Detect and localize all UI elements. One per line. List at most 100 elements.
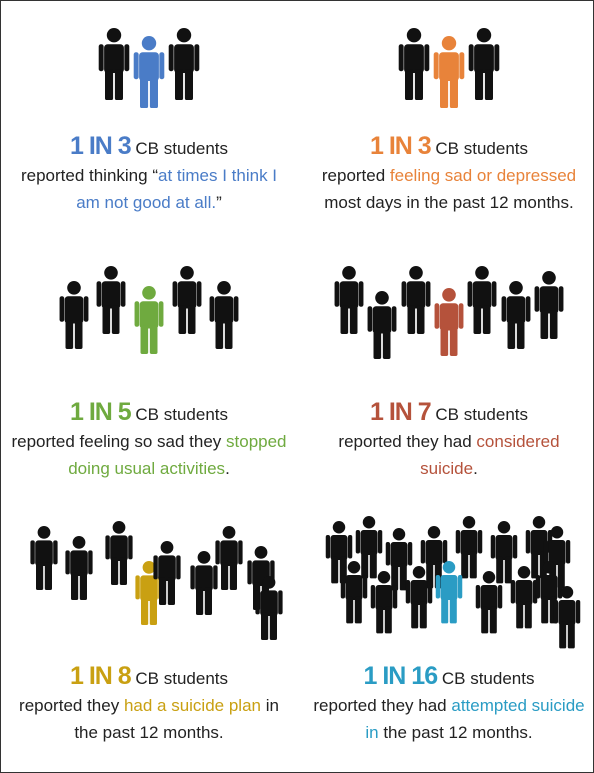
leg (385, 607, 392, 634)
leg (374, 330, 382, 359)
torso (139, 52, 159, 81)
leg (196, 588, 203, 615)
person-icon (190, 551, 217, 615)
arm (173, 281, 178, 307)
leg (441, 597, 448, 624)
leg (346, 597, 353, 624)
person-icon (456, 516, 483, 578)
leg (450, 597, 457, 624)
person-icon (468, 266, 497, 334)
arm (421, 540, 425, 563)
torso (548, 540, 565, 565)
leg (440, 77, 448, 108)
leg (331, 557, 338, 584)
leg (168, 578, 175, 605)
leg (103, 305, 111, 334)
leg (559, 622, 566, 649)
leg (461, 552, 468, 579)
arm (97, 281, 102, 307)
leg (185, 69, 193, 100)
arm (88, 550, 92, 574)
leg (405, 69, 413, 100)
torso (110, 535, 128, 561)
leg (383, 330, 391, 359)
person-icon (402, 266, 431, 334)
text: . (473, 459, 478, 478)
head (342, 266, 356, 280)
figures (1, 1, 593, 772)
head (442, 36, 456, 50)
panel-text: 1 IN 16 CB studentsreported they had att… (309, 663, 589, 746)
leg (71, 573, 78, 600)
text: reported thinking “ (21, 166, 158, 185)
arm (169, 44, 174, 71)
leg (188, 305, 196, 334)
arm (121, 281, 126, 307)
subject: CB students (135, 405, 228, 424)
head (255, 546, 268, 559)
leg (111, 558, 118, 585)
torso (425, 540, 442, 565)
leg (568, 622, 575, 649)
torso (174, 44, 194, 73)
arm (197, 281, 202, 307)
head (38, 526, 51, 539)
arm (434, 52, 439, 79)
person-icon (491, 521, 518, 583)
head (180, 266, 194, 280)
torso (102, 281, 121, 308)
arm (511, 580, 515, 603)
torso (220, 540, 238, 566)
head (413, 566, 425, 578)
arm (65, 550, 69, 574)
arm (238, 540, 242, 564)
arm (84, 296, 89, 322)
arm (566, 540, 570, 563)
ratio: 1 IN 16 (364, 662, 438, 690)
arm (135, 575, 139, 599)
arm (278, 590, 282, 614)
arm (428, 580, 432, 603)
arm (176, 555, 180, 579)
arm (494, 44, 499, 71)
leg (150, 77, 158, 108)
torso (158, 555, 176, 581)
person-icon (554, 586, 581, 648)
leg (441, 327, 449, 356)
torso (345, 575, 362, 600)
leg (475, 69, 483, 100)
arm (468, 281, 473, 307)
arm (153, 555, 157, 579)
panel-text: 1 IN 3 CB studentsreported feeling sad o… (309, 133, 589, 216)
person-icon (435, 288, 464, 356)
leg (115, 69, 123, 100)
arm (234, 296, 239, 322)
leg (516, 602, 523, 629)
head (363, 516, 375, 528)
torso (340, 281, 359, 308)
torso (178, 281, 197, 308)
leg (496, 557, 503, 584)
leg (531, 552, 538, 579)
head (107, 28, 121, 42)
person-icon (434, 36, 465, 108)
head (67, 281, 81, 295)
arm (478, 530, 482, 553)
leg (45, 563, 52, 590)
torso (404, 44, 424, 73)
torso (330, 535, 347, 560)
leg (361, 552, 368, 579)
leg (525, 602, 532, 629)
arm (559, 286, 564, 312)
arm (363, 575, 367, 598)
person-icon (134, 36, 165, 108)
arm (255, 590, 259, 614)
arm (392, 306, 397, 332)
torso (360, 530, 377, 555)
person-icon (535, 271, 564, 339)
leg (141, 598, 148, 625)
arm (99, 44, 104, 71)
person-icon (169, 28, 200, 100)
torso (375, 585, 392, 610)
arm (215, 540, 219, 564)
